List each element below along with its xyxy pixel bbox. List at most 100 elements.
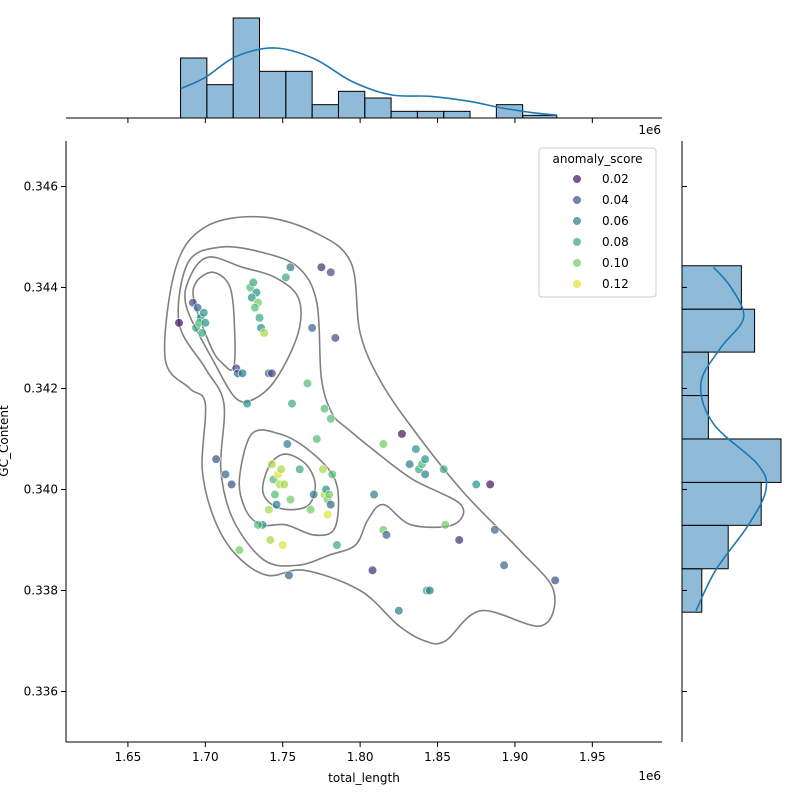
scatter-point (295, 464, 305, 474)
kde-contour (177, 245, 465, 567)
x-histogram-bar (337, 90, 366, 119)
scatter-point (405, 459, 415, 469)
scatter-point (318, 464, 328, 474)
legend-label: 0.04 (602, 193, 629, 207)
kde-contour (184, 256, 302, 403)
scatter-point (367, 565, 378, 575)
legend-marker (572, 258, 582, 268)
scatter-point (378, 439, 388, 449)
scatter-point (327, 469, 337, 479)
scatter-point (440, 520, 450, 530)
scatter-point (271, 500, 282, 510)
y-histogram-bar (681, 481, 762, 526)
scatter-point (264, 505, 274, 515)
x-histogram-bar (285, 70, 313, 119)
x-tick-label: 1.90 (502, 750, 529, 764)
x-kde-curve (180, 47, 557, 116)
y-axis-label: GC_Content (0, 405, 11, 477)
top-offset-text: 1e6 (638, 123, 661, 137)
scatter-point (381, 530, 392, 540)
main-axes: 1.65 1.70 1.75 1.80 1.85 1.90 1.95 0.336 0.338 0.… (24, 141, 662, 764)
scatter-point (324, 489, 334, 500)
legend-marker (572, 174, 582, 184)
x-histogram-bar (364, 97, 392, 119)
scatter-point (174, 318, 184, 328)
scatter-point (211, 454, 221, 464)
scatter-point (369, 489, 379, 500)
x-tick-label: 1.70 (192, 750, 219, 764)
scatter-point (234, 545, 244, 555)
top-marginal-histogram (66, 17, 662, 123)
scatter-point (454, 535, 464, 545)
legend-label: 0.10 (602, 256, 629, 270)
x-axis-label: total_length (328, 771, 400, 785)
right-marginal-histogram (681, 141, 782, 742)
scatter-point (307, 323, 317, 333)
scatter-point (330, 333, 340, 343)
y-tick-label: 0.346 (24, 179, 58, 193)
legend: anomaly_score 0.02 0.04 0.06 0.08 0.10 0.12 (538, 147, 657, 298)
scatter-point (253, 520, 263, 530)
x-offset-text: 1e6 (638, 769, 661, 783)
legend-marker (572, 237, 582, 247)
y-tick-label: 0.336 (24, 684, 58, 698)
scatter-point (425, 585, 435, 596)
y-tick-label: 0.342 (24, 381, 58, 395)
main-plot: 1.65 1.70 1.75 1.80 1.85 1.90 1.95 0.336 0.338 0.… (24, 141, 662, 764)
scatter-points (174, 262, 560, 616)
kde-contour (192, 271, 236, 371)
y-tick-label: 0.344 (24, 280, 58, 294)
scatter-point (278, 540, 288, 550)
x-histogram-bar (416, 110, 445, 119)
scatter-point (250, 303, 260, 313)
x-histogram-bar (232, 17, 261, 119)
scatter-point (197, 328, 207, 338)
kde-contour (163, 215, 556, 645)
scatter-point (248, 277, 258, 288)
scatter-point (267, 459, 277, 469)
x-histogram-bar (390, 110, 418, 119)
y-tick-label: 0.338 (24, 583, 58, 597)
scatter-point (420, 469, 430, 479)
x-tick-label: 1.65 (115, 750, 142, 764)
scatter-point (499, 560, 509, 570)
y-histogram-bar (681, 395, 709, 440)
scatter-point (312, 434, 322, 444)
scatter-point (323, 510, 333, 520)
scatter-point (485, 479, 495, 490)
scatter-point (227, 479, 237, 490)
legend-label: 0.08 (602, 235, 629, 249)
scatter-point (397, 429, 407, 439)
scatter-point (270, 489, 280, 500)
scatter-point (220, 469, 231, 479)
scatter-point (305, 505, 316, 515)
scatter-point (316, 262, 327, 272)
scatter-point (192, 303, 203, 313)
legend-marker (572, 195, 582, 205)
scatter-point (267, 368, 277, 378)
x-histogram-bar (206, 84, 234, 119)
scatter-point (411, 444, 421, 454)
scatter-point (550, 575, 560, 585)
legend-title: anomaly_score (552, 152, 642, 166)
x-histogram-bar (443, 110, 471, 119)
x-tick-label: 1.95 (579, 750, 606, 764)
legend-label: 0.02 (602, 172, 629, 186)
scatter-point (439, 464, 449, 474)
x-histogram-bar (311, 104, 339, 119)
scatter-point (332, 540, 342, 550)
scatter-point (490, 525, 500, 535)
scatter-point (282, 439, 292, 449)
legend-label: 0.12 (602, 277, 629, 291)
legend-marker (572, 279, 582, 289)
scatter-point (276, 464, 286, 474)
x-tick-label: 1.75 (269, 750, 296, 764)
legend-frame (538, 147, 657, 298)
scatter-point (259, 328, 269, 338)
scatter-point (326, 267, 336, 277)
x-histogram-bar (259, 70, 287, 119)
scatter-point (326, 414, 336, 424)
scatter-point (471, 479, 481, 490)
scatter-point (265, 535, 275, 545)
y-kde-curve (695, 266, 768, 612)
